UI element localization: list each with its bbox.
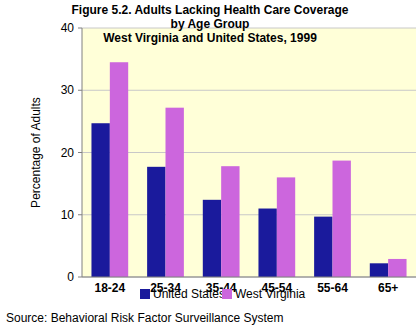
bar: [110, 62, 128, 277]
legend-label: West Virginia: [235, 287, 306, 301]
y-axis: [82, 28, 83, 277]
chart-root: 01020304018-2425-3435-4445-5455-6465+Per…: [0, 0, 420, 330]
tick-mark: [78, 28, 82, 29]
grid-line: [82, 152, 416, 153]
tick-label: 0: [67, 270, 74, 284]
subtitle: West Virginia and United States, 1999: [67, 31, 353, 45]
bar: [91, 123, 109, 277]
bar: [333, 161, 351, 277]
tick-mark: [78, 214, 82, 215]
bar: [388, 259, 406, 277]
category-label: 18-24: [94, 281, 125, 295]
tick-mark: [78, 152, 82, 153]
bar: [203, 200, 221, 277]
legend-swatch: [222, 289, 232, 299]
x-axis: [82, 277, 416, 278]
tick-mark: [78, 90, 82, 91]
bar: [314, 217, 332, 277]
legend-label: United States: [153, 287, 225, 301]
tick-label: 40: [61, 21, 75, 35]
bar: [147, 167, 165, 277]
bar: [221, 166, 239, 277]
legend: United States West Virginia: [140, 287, 306, 301]
tick-label: 10: [61, 208, 75, 222]
tick-label: 20: [61, 146, 75, 160]
bar: [166, 108, 184, 277]
bar: [277, 177, 295, 277]
tick-mark: [78, 277, 82, 278]
chart-svg: 01020304018-2425-3435-4445-5455-6465+Per…: [0, 0, 420, 330]
plot-area: [82, 28, 416, 277]
category-label: 55-64: [317, 281, 348, 295]
bar: [258, 209, 276, 277]
bars: [91, 62, 406, 277]
grid-line: [82, 214, 416, 215]
tick-label: 30: [61, 83, 75, 97]
bar: [370, 263, 388, 277]
legend-swatch: [140, 289, 150, 299]
title: Figure 5.2. Adults Lacking Health Care C…: [67, 3, 353, 31]
source: Source: Behavioral Risk Factor Surveilla…: [6, 311, 283, 325]
category-label: 65+: [378, 281, 398, 295]
y-axis-label: Percentage of Adults: [29, 97, 43, 208]
grid-line: [82, 90, 416, 91]
grid-line: [82, 277, 416, 278]
